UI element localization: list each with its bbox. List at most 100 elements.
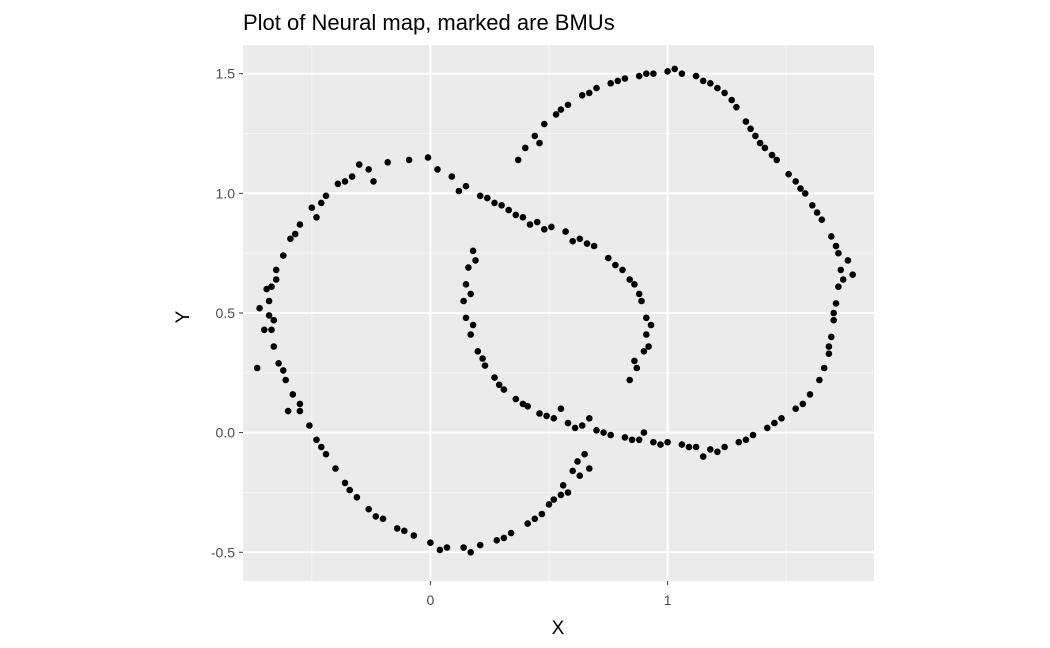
data-point bbox=[785, 170, 792, 178]
data-point bbox=[650, 70, 657, 77]
data-point bbox=[721, 89, 728, 97]
data-point bbox=[393, 525, 401, 532]
data-point bbox=[640, 429, 648, 436]
data-point bbox=[541, 226, 548, 233]
data-point bbox=[460, 297, 467, 305]
data-point bbox=[645, 343, 652, 350]
data-point bbox=[678, 70, 686, 77]
data-point bbox=[531, 132, 539, 140]
data-point bbox=[771, 419, 778, 427]
y-axis: -0.5 0.0 0.5 1.0 1.5 bbox=[211, 66, 243, 560]
data-point bbox=[541, 120, 548, 128]
data-point bbox=[640, 348, 648, 355]
data-point bbox=[263, 285, 271, 293]
data-point bbox=[806, 391, 814, 398]
data-point bbox=[768, 151, 776, 159]
data-point bbox=[280, 252, 287, 259]
data-point bbox=[801, 190, 809, 197]
data-point bbox=[664, 438, 671, 446]
data-point bbox=[614, 77, 622, 85]
data-point bbox=[474, 348, 482, 355]
data-point bbox=[519, 214, 527, 221]
data-point bbox=[569, 237, 576, 245]
data-point bbox=[816, 376, 823, 384]
data-point bbox=[578, 92, 586, 99]
data-point bbox=[536, 139, 543, 147]
data-point bbox=[578, 422, 586, 429]
data-point bbox=[576, 235, 584, 243]
data-point bbox=[265, 312, 273, 319]
data-point bbox=[643, 70, 650, 77]
data-point bbox=[825, 343, 833, 350]
data-point bbox=[427, 539, 434, 546]
y-tick-label: 0.5 bbox=[216, 305, 236, 321]
data-point bbox=[552, 111, 560, 118]
data-point bbox=[476, 192, 484, 200]
data-point bbox=[761, 144, 769, 152]
data-point bbox=[593, 427, 600, 434]
data-point bbox=[839, 276, 847, 283]
x-tick-label: 0 bbox=[427, 592, 435, 608]
data-point bbox=[479, 355, 486, 362]
data-point bbox=[586, 89, 593, 97]
data-point bbox=[600, 429, 607, 436]
data-point bbox=[341, 479, 349, 487]
data-point bbox=[505, 206, 512, 214]
data-point bbox=[500, 534, 508, 542]
data-point bbox=[355, 161, 363, 168]
y-tick-label: 0.0 bbox=[216, 425, 236, 441]
data-point bbox=[721, 443, 728, 451]
data-point bbox=[809, 202, 816, 209]
data-point bbox=[476, 541, 484, 549]
data-point bbox=[472, 257, 479, 264]
data-point bbox=[699, 453, 707, 460]
data-point bbox=[467, 290, 475, 298]
data-point bbox=[370, 178, 377, 185]
data-point bbox=[564, 489, 572, 496]
data-point bbox=[455, 187, 463, 195]
x-tick-label: 1 bbox=[664, 592, 672, 608]
data-point bbox=[562, 228, 569, 235]
data-point bbox=[296, 407, 304, 415]
data-point bbox=[469, 321, 477, 329]
major-gridlines bbox=[243, 45, 874, 581]
data-point bbox=[564, 419, 572, 427]
data-point bbox=[308, 204, 316, 211]
data-point bbox=[593, 84, 600, 92]
data-point bbox=[643, 314, 650, 322]
data-point bbox=[586, 465, 593, 472]
data-point bbox=[379, 515, 387, 523]
data-point bbox=[448, 173, 456, 180]
data-point bbox=[849, 271, 856, 279]
data-point bbox=[322, 450, 330, 458]
data-point bbox=[481, 362, 489, 369]
data-point bbox=[268, 326, 275, 334]
data-point bbox=[512, 211, 520, 219]
data-point bbox=[635, 290, 643, 298]
data-point bbox=[605, 254, 612, 262]
data-point bbox=[462, 281, 470, 288]
data-point bbox=[287, 235, 294, 243]
data-point bbox=[576, 472, 584, 480]
data-point bbox=[434, 166, 441, 173]
data-point bbox=[512, 395, 520, 403]
data-point bbox=[699, 77, 707, 85]
data-point bbox=[332, 465, 339, 472]
data-point bbox=[318, 199, 325, 207]
data-point bbox=[832, 242, 840, 250]
data-point bbox=[460, 544, 467, 551]
data-point bbox=[401, 527, 408, 535]
data-point bbox=[820, 364, 828, 372]
data-point bbox=[280, 367, 287, 374]
data-point bbox=[571, 424, 579, 432]
y-tick-label: 1.5 bbox=[216, 66, 236, 82]
data-point bbox=[491, 199, 498, 207]
data-point bbox=[526, 221, 534, 228]
data-point bbox=[543, 412, 550, 420]
data-point bbox=[265, 297, 273, 305]
data-point bbox=[522, 144, 529, 152]
data-point bbox=[714, 448, 721, 456]
data-point bbox=[491, 374, 498, 381]
